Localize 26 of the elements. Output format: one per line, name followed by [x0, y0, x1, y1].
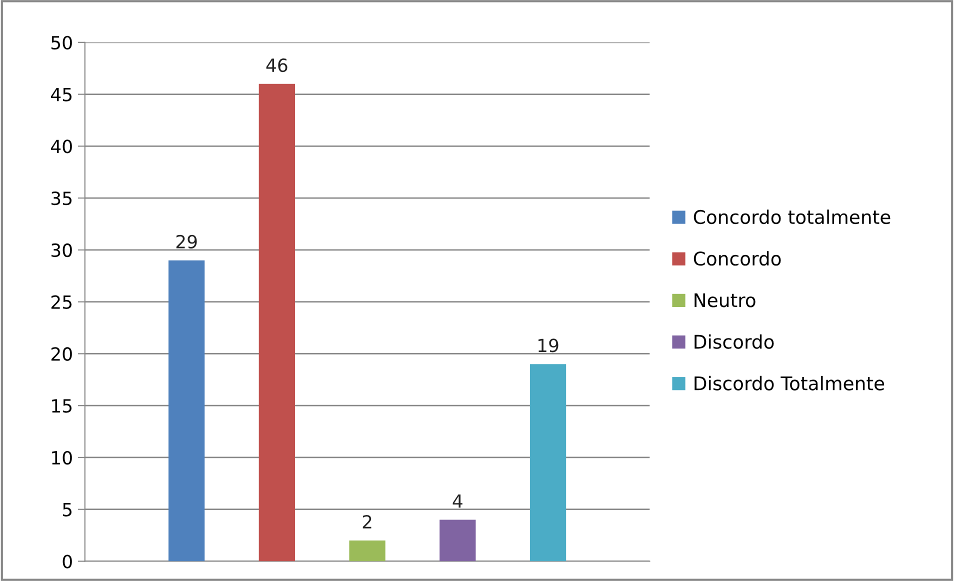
data-label: 4	[452, 494, 462, 508]
data-label: 19	[538, 338, 558, 352]
y-tick-label: 35	[52, 192, 72, 206]
y-tick-label: 30	[52, 243, 72, 258]
data-label: 2	[362, 515, 372, 528]
y-tick-label: 45	[51, 88, 72, 102]
y-tick-label: 0	[62, 554, 72, 568]
legend-label: Discordo	[694, 334, 774, 349]
y-tick-label: 5	[63, 503, 72, 516]
y-tick-label: 15	[52, 399, 72, 413]
bar	[168, 260, 205, 562]
bar	[440, 520, 476, 562]
y-tick-label: 50	[52, 36, 72, 50]
data-label: 46	[266, 58, 288, 72]
data-label: 29	[176, 234, 197, 248]
legend-label: Neutro	[694, 293, 756, 308]
bar	[258, 84, 295, 562]
legend-label: Concordo totalmente	[694, 210, 890, 224]
bar	[349, 540, 386, 562]
bar	[530, 364, 566, 562]
y-tick-label: 10	[52, 450, 72, 465]
y-tick-label: 40	[51, 140, 72, 154]
y-tick-label: 25	[51, 295, 72, 309]
legend-label: Concordo	[694, 251, 781, 266]
legend-label: Discordo Totalmente	[694, 376, 884, 390]
y-tick-label: 20	[51, 347, 72, 361]
